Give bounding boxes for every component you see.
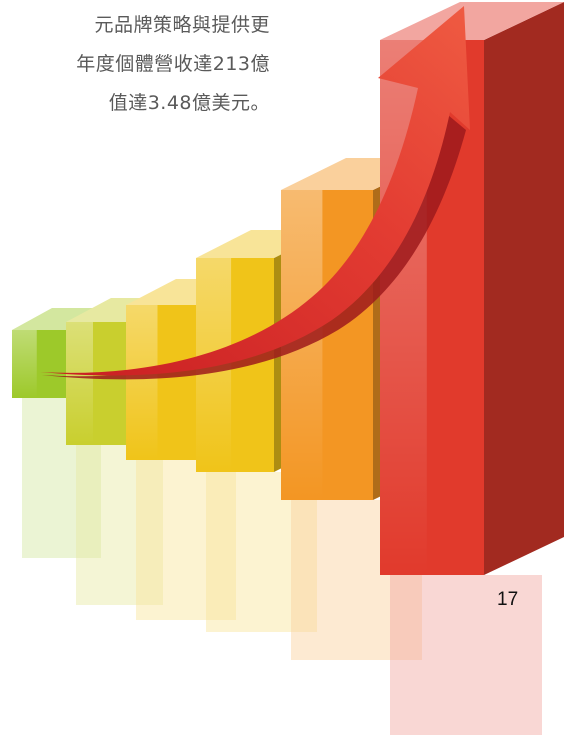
bar-reflections	[22, 398, 542, 735]
body-text-line-1: 元品牌策略與提供更	[94, 14, 270, 36]
bar-gloss	[66, 322, 93, 445]
bar-gloss	[12, 330, 37, 398]
body-text-line-3: 值達3.48億美元。	[108, 92, 270, 114]
body-text-line-2: 年度個體營收達213億	[76, 53, 270, 75]
bar-reflection	[136, 460, 236, 620]
bar-side	[484, 2, 564, 575]
bar-gloss	[126, 305, 158, 460]
bar-reflection	[76, 445, 163, 605]
page-number: 17	[497, 589, 519, 610]
growth-arrow-icon	[40, 6, 470, 380]
bar-reflection	[390, 575, 542, 735]
body-text-block: 元品牌策略與提供更 年度個體營收達213億 值達3.48億美元。	[0, 6, 270, 123]
bar-top	[380, 2, 564, 40]
